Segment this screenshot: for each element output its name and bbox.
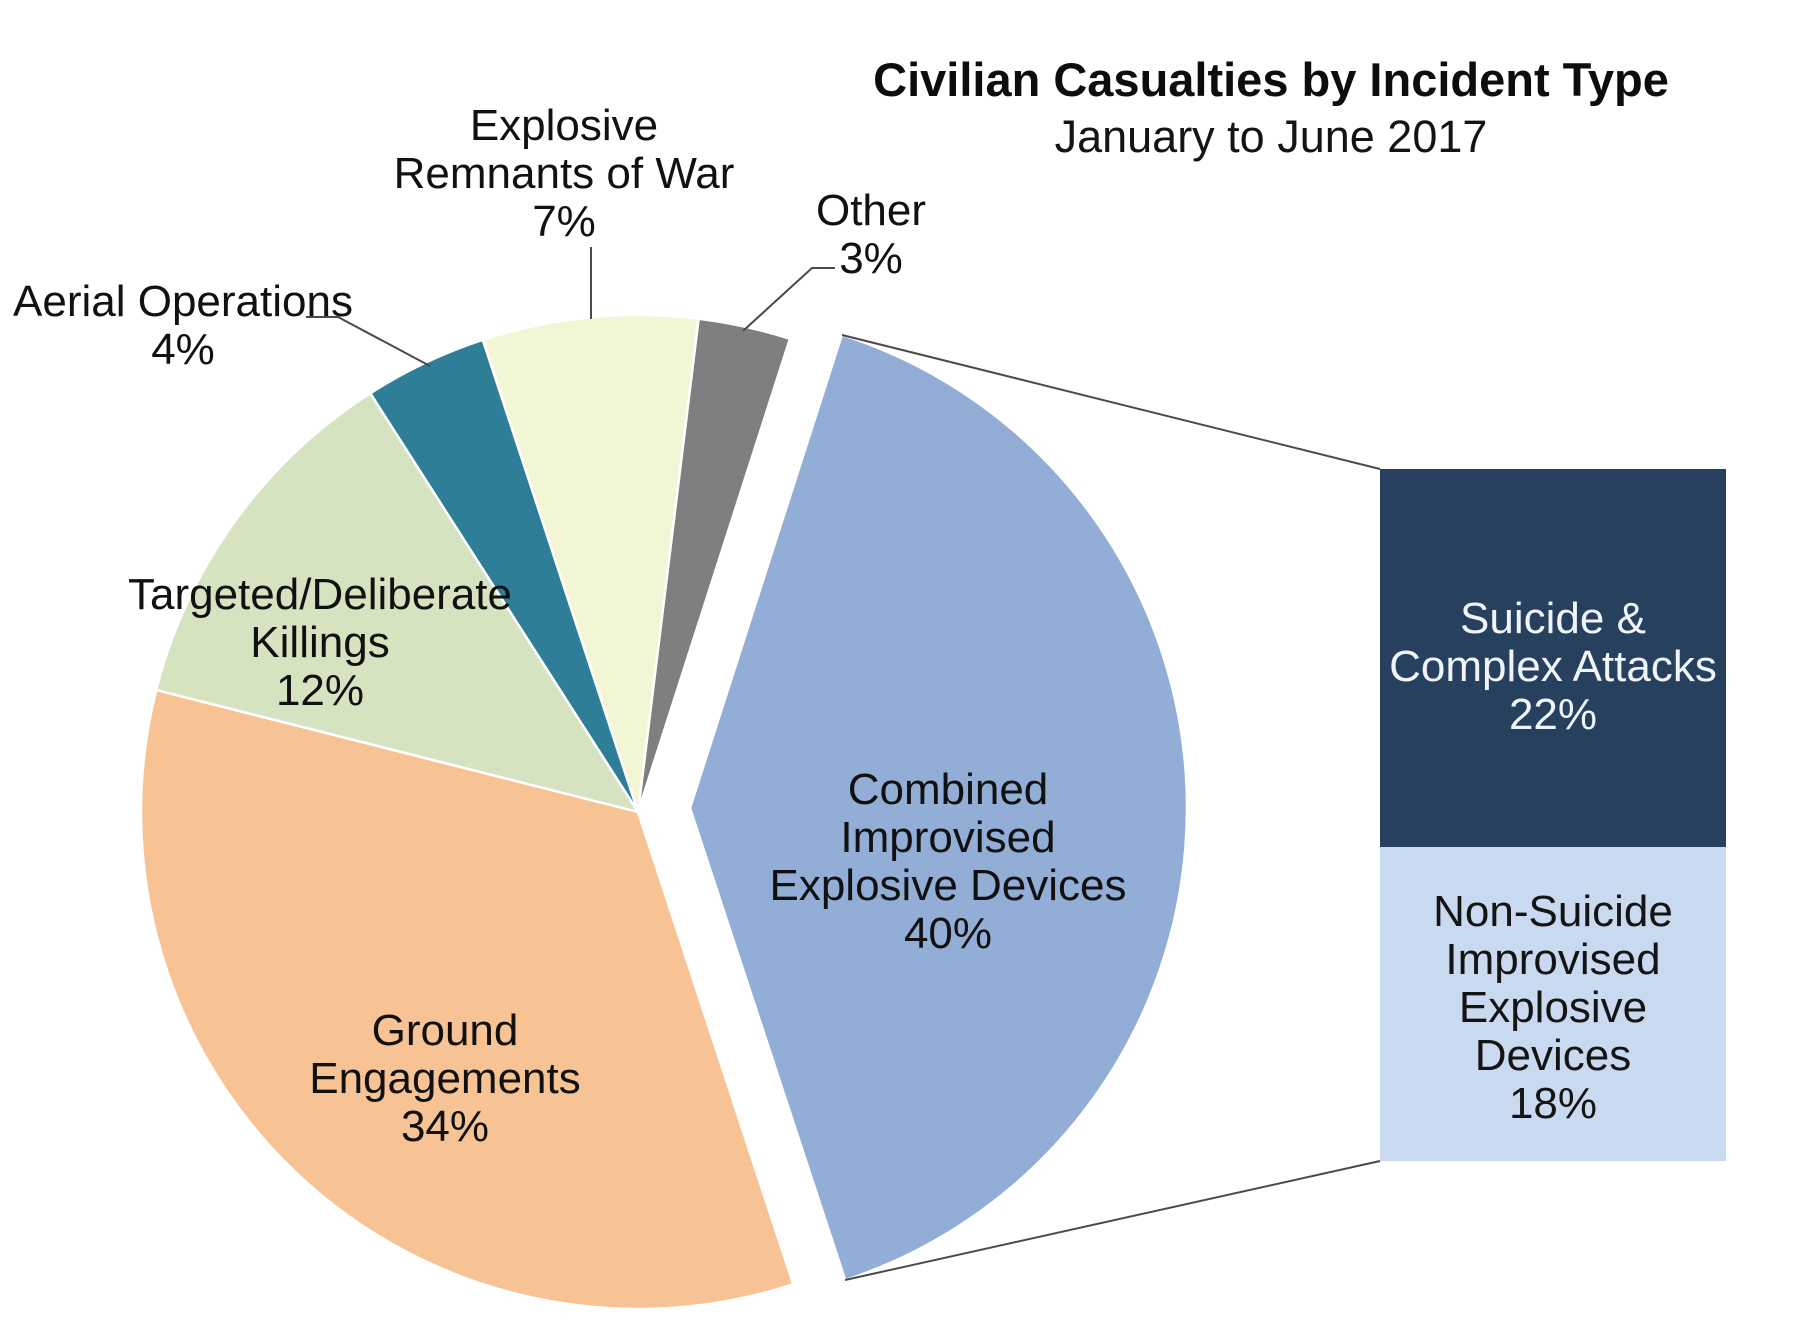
- pie-label-cied: Combined Improvised Explosive Devices 40…: [769, 765, 1127, 958]
- pie-slice-ground: [139, 688, 795, 1311]
- leader-line-aerial: [306, 316, 431, 367]
- pie-label-other: Other 3%: [815, 186, 927, 283]
- pie-label-erw: Explosive Remnants of War 7%: [393, 101, 735, 246]
- chart-title: Civilian Casualties by Incident Type: [873, 53, 1669, 106]
- pie-slice-targeted: [154, 392, 640, 814]
- leader-line-other: [742, 267, 835, 332]
- pie-slice-erw: [481, 313, 700, 814]
- chart-subtitle: January to June 2017: [1054, 111, 1488, 162]
- pie-slice-cied: [688, 333, 1189, 1282]
- callout-line-top: [841, 334, 1381, 470]
- breakdown-box-non-suicide-ied: Non-Suicide Improvised Explosive Devices…: [1380, 847, 1726, 1161]
- breakdown-box-suicide-complex-attacks: Suicide & Complex Attacks 22%: [1380, 469, 1726, 847]
- pie-label-ground: Ground Engagements 34%: [309, 1006, 581, 1151]
- pie-label-aerial: Aerial Operations 4%: [13, 277, 353, 374]
- callout-line-bottom: [844, 1160, 1381, 1281]
- pie-label-targeted: Targeted/Deliberate Killings 12%: [127, 570, 513, 715]
